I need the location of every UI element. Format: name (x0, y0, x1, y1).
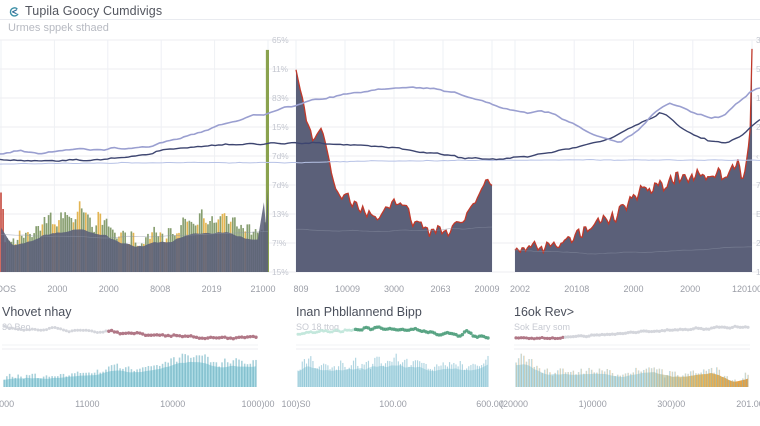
svg-text:10: 10 (756, 267, 760, 277)
svg-text:7d%: 7d% (272, 180, 289, 190)
svg-text:7%: 7% (756, 180, 760, 190)
svg-text:3/5: 3/5 (756, 35, 760, 45)
svg-text:10: 10 (756, 93, 760, 103)
svg-text:50: 50 (756, 64, 760, 74)
svg-text:11%: 11% (272, 64, 289, 74)
svg-text:25: 25 (756, 238, 760, 248)
svg-text:25: 25 (756, 122, 760, 132)
svg-text:65%: 65% (272, 35, 289, 45)
svg-text:‹ 41: ‹ 41 (756, 151, 760, 161)
svg-text:EX: EX (756, 209, 760, 219)
svg-text:7!%: 7!% (272, 238, 287, 248)
svg-text:15%: 15% (272, 122, 289, 132)
svg-text:7d%: 7d% (272, 151, 289, 161)
svg-text:83%: 83% (272, 93, 289, 103)
svg-text:15%: 15% (272, 267, 289, 277)
svg-text:13%: 13% (272, 209, 289, 219)
